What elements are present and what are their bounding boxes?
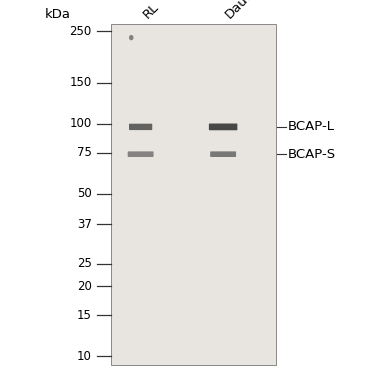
Bar xyxy=(111,24,276,364)
Text: 100: 100 xyxy=(70,117,92,130)
Text: 150: 150 xyxy=(70,76,92,89)
FancyBboxPatch shape xyxy=(209,123,237,130)
Text: BCAP-S: BCAP-S xyxy=(288,148,336,161)
Text: 15: 15 xyxy=(77,309,92,322)
Text: 25: 25 xyxy=(77,257,92,270)
Text: 50: 50 xyxy=(77,187,92,200)
Text: kDa: kDa xyxy=(45,8,71,21)
Ellipse shape xyxy=(129,35,134,40)
Text: BCAP-L: BCAP-L xyxy=(288,120,335,134)
Text: 75: 75 xyxy=(77,146,92,159)
Text: 10: 10 xyxy=(77,350,92,363)
FancyBboxPatch shape xyxy=(210,152,236,157)
Text: 37: 37 xyxy=(77,217,92,231)
Text: Daudi: Daudi xyxy=(223,0,260,21)
FancyBboxPatch shape xyxy=(129,124,152,130)
Text: 250: 250 xyxy=(70,25,92,38)
Text: RL: RL xyxy=(141,0,161,21)
Text: 20: 20 xyxy=(77,280,92,292)
FancyBboxPatch shape xyxy=(128,152,154,157)
